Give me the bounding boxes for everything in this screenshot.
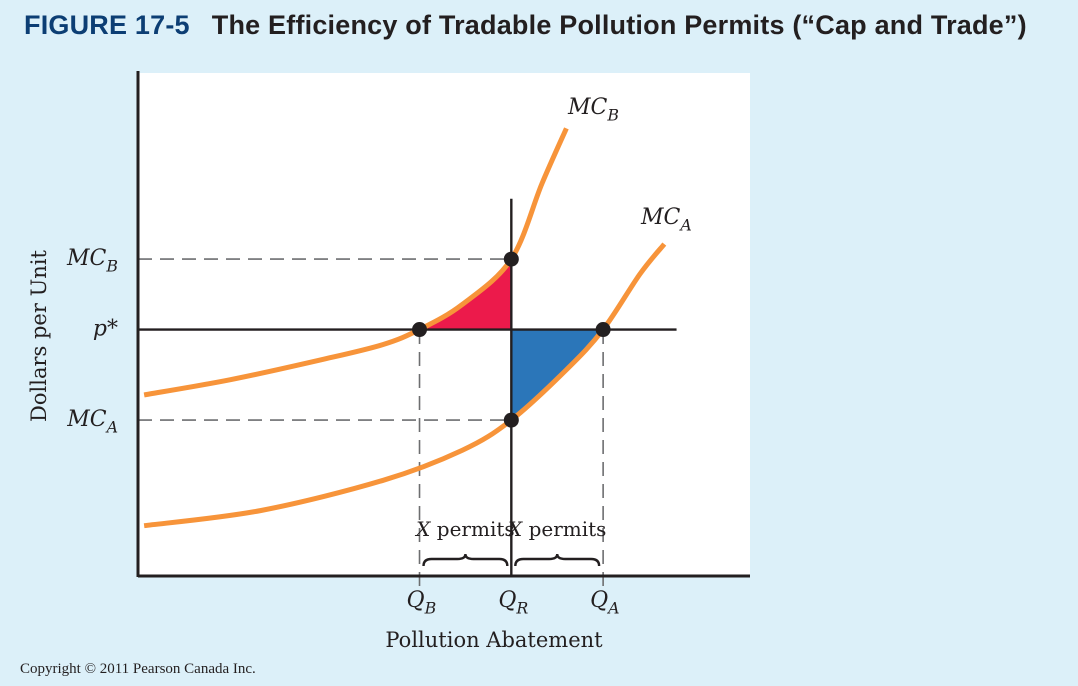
- y-tick-label-2: p*: [93, 317, 118, 342]
- brace-1: [422, 553, 509, 567]
- annotation-x-permits-2: X permits: [506, 517, 606, 541]
- x-tick-label-2: QR: [498, 588, 528, 618]
- figure-number: FIGURE 17-5: [24, 10, 190, 40]
- series-label-mc-a: MCA: [640, 205, 692, 235]
- y-tick-label-3: MCA: [66, 407, 118, 437]
- figure-title: FIGURE 17-5 The Efficiency of Tradable Po…: [24, 10, 1027, 41]
- data-point-3: [595, 322, 611, 338]
- data-point-4: [503, 412, 519, 428]
- data-point-1: [503, 251, 519, 267]
- annotation-x-permits-1: X permits: [414, 517, 514, 541]
- x-tick-label-1: QB: [407, 588, 437, 618]
- y-axis-title: Dollars per Unit: [27, 249, 51, 421]
- y-tick-label-1: MCB: [66, 246, 118, 276]
- brace-2: [514, 553, 601, 567]
- x-tick-label-3: QA: [590, 588, 619, 618]
- x-axis-title: Pollution Abatement: [385, 628, 603, 652]
- figure-title-text: The Efficiency of Tradable Pollution Per…: [211, 10, 1027, 40]
- copyright: Copyright © 2011 Pearson Canada Inc.: [20, 661, 256, 677]
- curve-mc-a: [143, 242, 667, 529]
- data-point-2: [412, 322, 428, 338]
- shaded-area-red: [419, 259, 512, 330]
- series-label-mc-b: MCB: [567, 95, 619, 125]
